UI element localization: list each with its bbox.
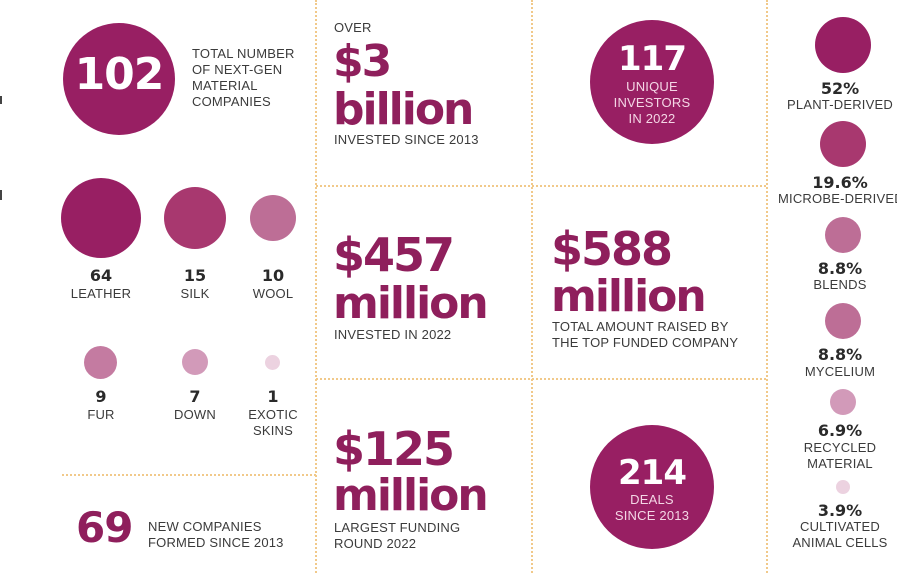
blends-circle [825,217,861,253]
wool-circle [250,195,296,241]
deals-value: 214 [618,453,687,493]
divider [315,0,317,573]
label-line: OF NEXT-GEN [192,62,283,77]
edge-fragment [0,190,2,200]
wool-label: WOOL [252,286,294,301]
fur-value: 9 [95,387,107,406]
label-line: ANIMAL CELLS [792,535,888,550]
exotic-skins-label: EXOTIC SKINS [238,407,308,439]
wool-value: 10 [261,266,285,285]
down-value: 7 [189,387,201,406]
investors-value: 117 [618,39,687,79]
recycled-label: RECYCLED MATERIAL [778,440,897,472]
billion-unit: billion [333,84,474,135]
cultivated-pct: 3.9% [817,501,863,520]
label-line: COMPANIES [192,94,271,109]
leather-circle [61,178,141,258]
divider [766,0,768,573]
m457-label: INVESTED IN 2022 [334,327,452,342]
m588-label: TOTAL AMOUNT RAISED BY THE TOP FUNDED CO… [552,319,738,351]
plant-derived-pct: 52% [820,79,860,98]
plant-derived-label: PLANT-DERIVED [787,97,893,112]
label-line: THE TOP FUNDED COMPANY [552,335,739,350]
label-line: DEALS [630,492,674,507]
cultivated-circle [836,480,850,494]
label-line: EXOTIC [248,407,298,422]
silk-label: SILK [180,286,210,301]
edge-fragment [0,96,2,104]
label-line: INVESTORS [613,95,691,110]
total-companies-value: 102 [74,49,165,100]
microbe-derived-pct: 19.6% [812,173,868,192]
divider [531,0,533,573]
label-line: RECYCLED [803,440,877,455]
investors-circle [590,20,714,144]
recycled-pct: 6.9% [817,421,863,440]
mycelium-circle [825,303,861,339]
new-companies-label: NEW COMPANIES FORMED SINCE 2013 [148,519,308,551]
divider [316,378,766,380]
exotic-skins-value: 1 [267,387,279,406]
label-line: UNIQUE [626,79,678,94]
label-line: CULTIVATED [799,519,880,534]
label-line: MATERIAL [807,456,873,471]
m125-amount: $125 [333,422,455,476]
investors-label: UNIQUE INVESTORS IN 2022 [590,79,714,127]
recycled-circle [830,389,856,415]
leather-label: LEATHER [70,286,132,301]
fur-circle [84,346,117,379]
cultivated-label: CULTIVATED ANIMAL CELLS [778,519,897,551]
label-line: IN 2022 [628,111,676,126]
label-line: FORMED SINCE 2013 [148,535,284,550]
label-line: SKINS [252,423,293,438]
over-label: OVER [334,20,372,35]
label-line: NEW COMPANIES [148,519,262,534]
m457-unit: million [333,278,489,329]
label-line: TOTAL NUMBER [192,46,295,61]
divider [62,474,316,476]
label-line: SINCE 2013 [614,508,690,523]
blends-label: BLENDS [813,277,867,292]
down-label: DOWN [174,407,216,422]
total-companies-label: TOTAL NUMBER OF NEXT-GEN MATERIAL COMPAN… [192,46,312,110]
deals-label: DEALS SINCE 2013 [590,492,714,524]
down-circle [182,349,208,375]
new-companies-value: 69 [76,503,133,552]
total-companies-circle [63,23,175,135]
silk-circle [164,187,226,249]
m125-label: LARGEST FUNDING ROUND 2022 [334,520,460,552]
m125-unit: million [333,470,489,521]
fur-label: FUR [87,407,115,422]
divider [316,185,766,187]
mycelium-label: MYCELIUM [804,364,876,379]
m588-unit: million [551,271,707,322]
plant-derived-circle [815,17,871,73]
billion-label: INVESTED SINCE 2013 [334,132,479,147]
label-line: TOTAL AMOUNT RAISED BY [552,319,729,334]
blends-pct: 8.8% [817,259,863,278]
microbe-derived-label: MICROBE-DERIVED [778,191,897,206]
deals-circle [590,425,714,549]
silk-value: 15 [183,266,207,285]
exotic-skins-circle [265,355,280,370]
m588-amount: $588 [551,222,673,276]
leather-value: 64 [89,266,113,285]
label-line: ROUND 2022 [334,536,417,551]
mycelium-pct: 8.8% [817,345,863,364]
m457-amount: $457 [333,228,455,282]
microbe-derived-circle [820,121,866,167]
label-line: MATERIAL [192,78,258,93]
billion-amount: $3 [333,36,392,87]
label-line: LARGEST FUNDING [334,520,461,535]
